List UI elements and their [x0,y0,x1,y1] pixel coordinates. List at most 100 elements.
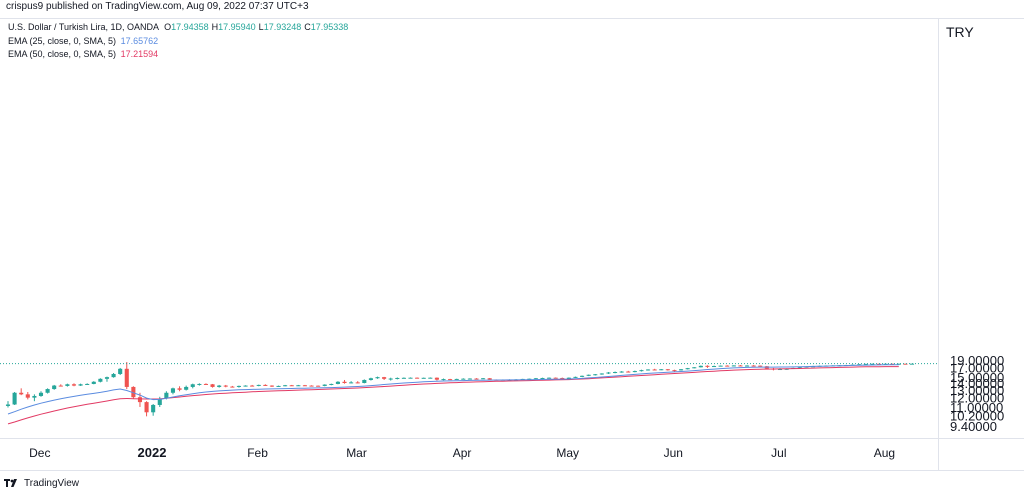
candle-body[interactable] [5,404,11,406]
candle-body[interactable] [909,363,915,365]
candle-body[interactable] [32,395,37,398]
candle-body[interactable] [230,386,235,388]
candle-body[interactable] [481,378,486,380]
candle-body[interactable] [580,375,585,377]
candle-body[interactable] [876,363,882,365]
candle-body[interactable] [434,377,439,380]
candle-body[interactable] [784,368,789,370]
candle-body[interactable] [441,379,446,381]
candle-body[interactable] [151,404,156,413]
candle-body[interactable] [870,363,875,365]
candle-body[interactable] [639,370,644,372]
candle-body[interactable] [71,384,77,386]
candle-body[interactable] [698,365,703,368]
candle-body[interactable] [236,385,241,387]
candle-body[interactable] [401,377,406,379]
candle-body[interactable] [342,381,347,384]
candle-body[interactable] [718,365,723,367]
candle-body[interactable] [540,377,545,379]
candle-body[interactable] [685,368,690,370]
candle-body[interactable] [190,384,195,387]
candle-body[interactable] [38,392,44,396]
candle-body[interactable] [533,378,538,380]
candle-body[interactable] [593,374,598,376]
candle-body[interactable] [111,373,116,378]
candle-body[interactable] [553,377,558,379]
candle-body[interactable] [560,377,565,380]
candle-body[interactable] [428,377,433,379]
candle-body[interactable] [705,365,710,367]
candle-body[interactable] [797,367,802,369]
candle-body[interactable] [118,368,123,374]
candle-body[interactable] [184,386,189,390]
candle-body[interactable] [408,377,413,379]
candle-body[interactable] [375,377,380,379]
candle-body[interactable] [322,384,327,386]
candle-body[interactable] [296,385,301,387]
candle-body[interactable] [725,365,730,367]
candle-body[interactable] [415,377,420,379]
candle-body[interactable] [744,365,750,367]
candle-body[interactable] [349,382,354,384]
candle-body[interactable] [626,371,631,373]
candle-body[interactable] [203,383,209,385]
candle-body[interactable] [652,369,657,371]
candle-body[interactable] [58,385,63,387]
candle-body[interactable] [335,381,340,384]
candle-body[interactable] [461,378,466,380]
candle-body[interactable] [692,367,697,369]
candle-body[interactable] [124,368,129,387]
candle-body[interactable] [619,371,624,373]
candle-body[interactable] [883,363,888,365]
candle-body[interactable] [329,383,334,385]
candle-body[interactable] [711,366,717,368]
candle-body[interactable] [45,389,50,393]
candle-body[interactable] [302,385,307,387]
candle-body[interactable] [738,365,743,367]
candle-body[interactable] [283,385,288,387]
candle-body[interactable] [731,365,736,367]
candle-body[interactable] [19,392,24,395]
candle-body[interactable] [85,383,90,385]
candle-body[interactable] [276,385,281,387]
candle-body[interactable] [679,369,684,371]
candle-body[interactable] [382,377,387,379]
candle-body[interactable] [448,379,453,381]
candle-body[interactable] [250,385,255,387]
candle-body[interactable] [177,388,182,390]
candle-body[interactable] [78,384,83,386]
candle-body[interactable] [646,369,651,371]
candle-body[interactable] [157,398,162,405]
candle-body[interactable] [388,378,393,380]
candle-body[interactable] [12,392,17,405]
candle-body[interactable] [758,365,763,367]
candle-body[interactable] [632,371,637,373]
candle-body[interactable] [368,378,373,380]
candle-body[interactable] [665,369,670,371]
candle-body[interactable] [197,383,202,385]
candle-body[interactable] [777,369,783,371]
candle-body[interactable] [586,374,591,376]
candle-body[interactable] [863,363,868,365]
candle-body[interactable] [210,384,215,387]
candle-body[interactable] [164,392,169,399]
candle-body[interactable] [613,372,618,374]
candle-body[interactable] [362,379,367,384]
candle-body[interactable] [316,385,321,387]
candle-body[interactable] [599,373,604,375]
candle-body[interactable] [309,385,314,387]
candle-body[interactable] [263,384,268,386]
candle-body[interactable] [131,386,136,398]
candle-body[interactable] [170,388,176,393]
candle-body[interactable] [98,378,103,382]
candle-body[interactable] [91,381,96,384]
candle-body[interactable] [672,370,677,372]
candle-body[interactable] [25,394,30,398]
candle-body[interactable] [269,385,274,387]
time-axis[interactable]: Dec 2022 Feb Mar Apr May Jun Jul Aug [29,445,895,460]
candle-body[interactable] [137,397,143,403]
candle-body[interactable] [223,385,228,387]
candle-body[interactable] [659,369,664,371]
candle-body[interactable] [890,363,895,365]
